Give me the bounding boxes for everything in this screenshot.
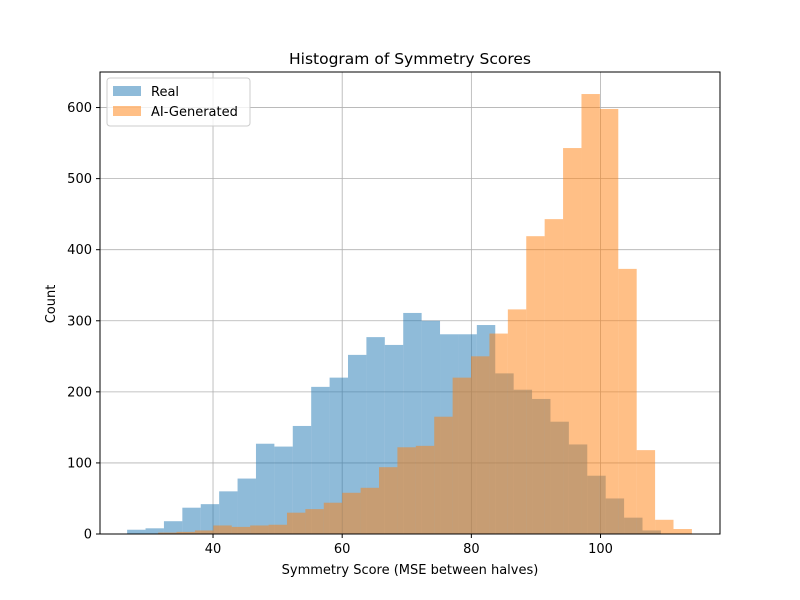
y-tick-label: 0 [84, 528, 92, 543]
series-ai-generated-bars [158, 94, 692, 535]
legend-box [106, 77, 251, 127]
histogram-bar [471, 356, 490, 534]
histogram-bar [544, 219, 564, 535]
histogram-bar [268, 524, 287, 534]
legend-label: AI-Generated [151, 105, 238, 120]
histogram-bar [286, 512, 306, 534]
x-tick-label: 40 [205, 542, 222, 557]
histogram-bar [636, 450, 656, 534]
histogram-bar [434, 416, 453, 534]
plot-area-frame [99, 71, 721, 535]
histogram-bar [360, 487, 379, 534]
histogram-bar [158, 532, 177, 534]
histogram-bar [292, 425, 312, 534]
legend-swatch [113, 86, 141, 96]
histogram-bar [673, 529, 692, 534]
histogram-bar [489, 333, 508, 534]
histogram-bar [231, 526, 251, 534]
histogram-bar [250, 525, 269, 534]
histogram-bar [342, 492, 361, 534]
histogram-bar [213, 525, 232, 534]
histogram-bar [237, 478, 256, 534]
histogram-bar [145, 528, 164, 534]
histogram-bar [305, 509, 324, 534]
y-axis-ticks: 0 100 200 300 400 500 600 [67, 101, 100, 543]
y-tick-label: 400 [67, 243, 92, 258]
histogram-bar [507, 309, 527, 534]
x-tick-label: 60 [334, 542, 351, 557]
x-tick-label: 80 [463, 542, 480, 557]
histogram-bar [415, 445, 435, 534]
y-tick-label: 300 [67, 314, 92, 329]
histogram-bar [176, 531, 195, 534]
x-axis-ticks: 40 60 80 100 [205, 534, 613, 557]
histogram-bar [581, 94, 600, 534]
histogram-bar [219, 491, 238, 534]
y-tick-label: 600 [67, 101, 92, 116]
chart-title: Histogram of Symmetry Scores [289, 50, 531, 68]
legend-label: Real [151, 85, 179, 100]
histogram-bar [599, 108, 619, 535]
histogram-bar [274, 446, 293, 534]
histogram-bar [452, 377, 472, 534]
chart-legend: Real AI-Generated [106, 77, 251, 127]
histogram-bar [255, 443, 275, 534]
histogram-bar [127, 529, 146, 534]
histogram-bar [323, 502, 343, 534]
y-axis-label: Count [44, 285, 59, 324]
histogram-bar [163, 521, 183, 534]
histogram-bar [379, 467, 398, 534]
x-axis-label: Symmetry Score (MSE between halves) [282, 563, 539, 578]
histogram-bar [526, 236, 545, 535]
histogram-bar [311, 386, 330, 534]
histogram-bars [127, 94, 692, 535]
histogram-bar [618, 268, 637, 534]
legend-swatch [113, 106, 141, 116]
histogram-bar [563, 148, 582, 534]
histogram-bar [194, 530, 214, 534]
y-tick-label: 200 [67, 385, 92, 400]
histogram-bar [182, 507, 201, 534]
histogram-bar [397, 447, 416, 534]
histogram-bar [655, 519, 674, 534]
y-tick-label: 500 [67, 172, 92, 187]
y-tick-label: 100 [67, 456, 92, 471]
x-tick-label: 100 [588, 542, 613, 557]
